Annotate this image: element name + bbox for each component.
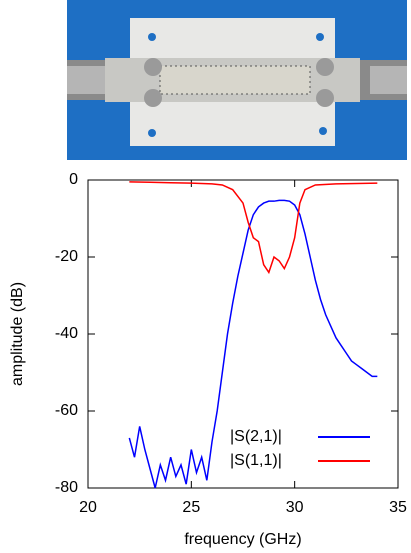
legend-label: |S(1,1)| [230,452,282,469]
y-tick-label: -40 [55,325,78,342]
y-tick-label: -60 [55,402,78,419]
x-tick-label: 30 [286,499,304,516]
y-tick-label: -80 [55,479,78,496]
y-axis-label: amplitude (dB) [9,282,26,386]
x-tick-label: 35 [389,499,407,516]
x-tick-label: 20 [79,499,97,516]
legend-label: |S(2,1)| [230,428,282,445]
x-axis-label: frequency (GHz) [184,531,301,548]
series-line [129,181,378,275]
y-tick-label: -20 [55,248,78,265]
y-tick-label: 0 [69,171,78,188]
device-photo [67,0,407,160]
series-line [128,199,378,489]
x-tick-label: 25 [182,499,200,516]
